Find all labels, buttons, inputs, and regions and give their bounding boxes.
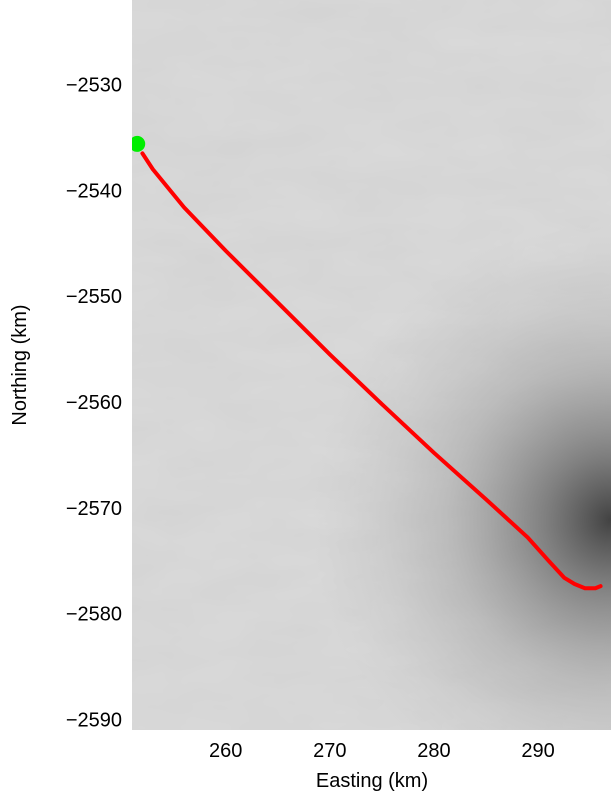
y-tick-label: −2570 bbox=[66, 498, 122, 520]
flight-track-line bbox=[140, 151, 603, 591]
x-tick-label: 260 bbox=[209, 740, 242, 762]
y-tick-label: −2540 bbox=[66, 180, 122, 202]
x-tick-label: 270 bbox=[313, 740, 346, 762]
glacier-dark-region bbox=[132, 0, 611, 730]
start-point-marker bbox=[132, 135, 146, 152]
marker-layer bbox=[132, 135, 146, 152]
y-axis: −2530 −2540 −2550 −2560 −2570 −2580 −2590 bbox=[66, 75, 122, 732]
x-tick-label: 290 bbox=[521, 740, 554, 762]
y-tick-label: −2530 bbox=[66, 75, 122, 97]
y-axis-label: Northing (km) bbox=[9, 304, 31, 425]
x-axis-label: Easting (km) bbox=[316, 770, 428, 792]
y-tick-label: −2550 bbox=[66, 286, 122, 308]
y-tick-label: −2580 bbox=[66, 604, 122, 626]
plot-area bbox=[132, 0, 611, 730]
series-layer bbox=[140, 151, 603, 591]
y-tick-label: −2560 bbox=[66, 392, 122, 414]
y-tick-label: −2590 bbox=[66, 709, 122, 731]
x-axis: 260 270 280 290 bbox=[209, 740, 555, 762]
x-tick-label: 280 bbox=[417, 740, 450, 762]
